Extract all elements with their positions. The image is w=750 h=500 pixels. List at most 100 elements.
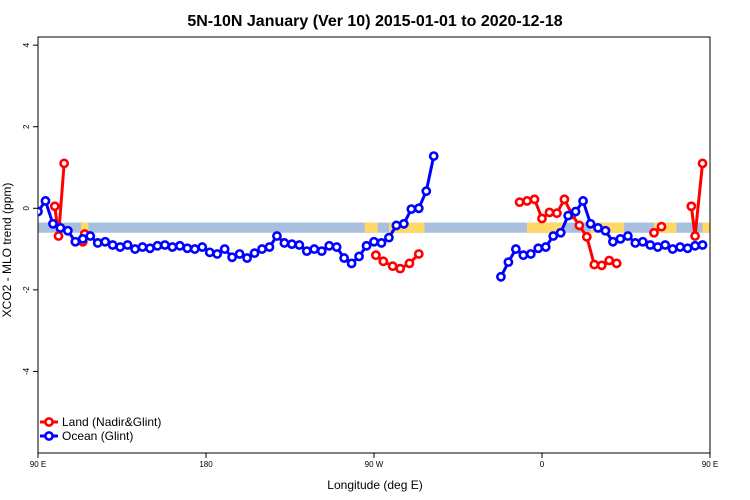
- ocean-point: [600, 225, 611, 236]
- ocean-point: [40, 196, 51, 206]
- land-point: [53, 231, 64, 241]
- ocean-point: [48, 218, 58, 229]
- ocean-point: [413, 203, 424, 214]
- ocean-point: [309, 244, 320, 254]
- ocean-point: [675, 242, 686, 252]
- land-ocean-band: [38, 222, 710, 233]
- land-band-segment: [702, 222, 710, 233]
- ocean-point: [518, 250, 529, 261]
- land-point: [395, 263, 406, 274]
- land-point: [611, 258, 622, 269]
- ocean-point: [77, 233, 88, 244]
- land-point: [690, 231, 700, 241]
- ocean-point: [608, 236, 618, 247]
- ocean-point: [637, 236, 648, 247]
- ocean-point: [286, 239, 297, 250]
- land-point: [718, 238, 725, 245]
- ocean-point: [130, 244, 140, 254]
- legend: Land (Nadir&Glint)Ocean (Glint): [40, 415, 161, 443]
- ocean-point: [496, 271, 506, 282]
- ocean-point: [301, 246, 312, 257]
- y-tick-label: 2: [22, 124, 31, 129]
- ocean-point: [630, 238, 641, 248]
- legend-label-land: Land (Nadir&Glint): [62, 415, 161, 429]
- ocean-point: [578, 196, 588, 206]
- land-band-segment: [80, 222, 89, 233]
- ocean-point: [219, 244, 230, 254]
- legend-marker-ocean: [44, 431, 54, 441]
- land-point: [649, 227, 659, 238]
- land-point: [370, 250, 381, 261]
- land-point: [544, 207, 555, 218]
- ocean-point: [160, 240, 170, 250]
- ocean-point: [391, 220, 402, 231]
- ocean-point: [167, 242, 178, 252]
- ocean-point: [264, 242, 275, 252]
- land-band-segment: [364, 222, 378, 233]
- ocean-point: [257, 244, 267, 254]
- y-axis-label: XCO2 - MLO trend (ppm): [0, 183, 14, 318]
- ocean-point: [376, 238, 387, 248]
- ocean-point: [540, 242, 551, 252]
- land-point: [596, 260, 607, 271]
- land-point: [656, 221, 667, 232]
- ocean-point: [369, 236, 379, 247]
- ocean-point: [152, 240, 163, 251]
- plot-area: [37, 36, 728, 454]
- land-point: [413, 249, 424, 259]
- ocean-point: [227, 252, 238, 263]
- ocean-point: [563, 210, 574, 221]
- ocean-point: [234, 249, 245, 259]
- ocean-point: [70, 236, 81, 247]
- ocean-point: [85, 231, 96, 241]
- land-point: [514, 197, 525, 208]
- ocean-point: [652, 242, 663, 252]
- ocean-point: [294, 240, 305, 250]
- ocean-point: [331, 242, 342, 252]
- ocean-point: [212, 249, 223, 259]
- ocean-point: [62, 225, 73, 236]
- land-point: [686, 201, 697, 212]
- ocean-point: [249, 248, 260, 259]
- land-point: [721, 230, 728, 237]
- ocean-point: [242, 253, 252, 263]
- y-tick-label: -4: [22, 367, 31, 375]
- ocean-point: [145, 243, 155, 254]
- x-axis: 90 E 180 90 W 0 90 E: [30, 453, 718, 469]
- ocean-point: [316, 246, 327, 257]
- ocean-point: [182, 243, 193, 254]
- ocean-point: [503, 257, 514, 268]
- land-point: [604, 255, 615, 266]
- ocean-point: [690, 240, 700, 251]
- land-point: [404, 258, 415, 269]
- ocean-point: [570, 206, 581, 217]
- ocean-point: [272, 231, 282, 241]
- land-point: [522, 196, 532, 206]
- land-line-segment: [721, 234, 725, 242]
- ocean-point: [660, 240, 671, 250]
- ocean-point: [682, 243, 693, 254]
- ocean-point: [197, 242, 208, 252]
- land-point: [589, 259, 600, 270]
- x-tick-label: 90 W: [365, 460, 384, 469]
- ocean-point: [279, 238, 290, 248]
- x-tick-label: 90 E: [30, 460, 46, 469]
- y-axis: -4 -2 0 2 4: [22, 42, 38, 375]
- ocean-point: [421, 186, 432, 197]
- land-point: [49, 201, 60, 212]
- ocean-point: [204, 247, 215, 258]
- land-line-segment: [693, 163, 705, 237]
- ocean-point: [548, 231, 559, 241]
- land-point: [387, 261, 398, 272]
- y-tick-label: 0: [22, 206, 31, 211]
- ocean-point: [622, 231, 633, 241]
- ocean-point: [510, 244, 521, 254]
- land-point: [559, 194, 570, 205]
- ocean-point: [100, 236, 111, 247]
- chart-title: 5N-10N January (Ver 10) 2015-01-01 to 20…: [187, 13, 562, 30]
- series-layer: [38, 151, 728, 282]
- ocean-point: [324, 240, 335, 251]
- ocean-point: [137, 242, 148, 252]
- ocean-point: [107, 240, 118, 250]
